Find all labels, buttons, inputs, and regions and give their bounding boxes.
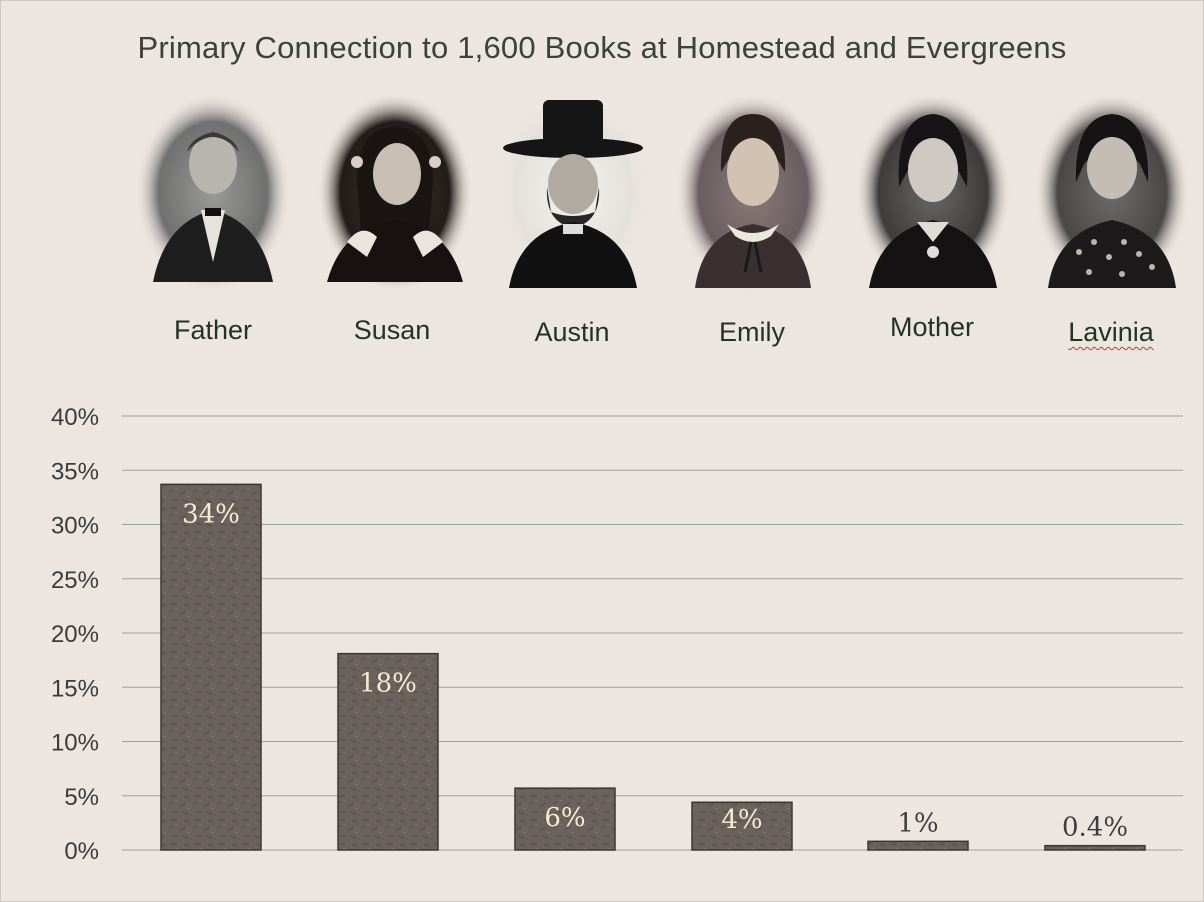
gridlines (122, 415, 1183, 851)
data-labels: 34% 18% 6% 4% 1% 0.4% (182, 499, 1128, 842)
bar-austin (514, 787, 616, 851)
data-label-austin: 6% (544, 803, 585, 833)
y-tick-label: 0% (64, 838, 99, 865)
y-tick-label: 5% (64, 784, 99, 811)
bar-mother (867, 840, 969, 851)
portrait-father-icon (135, 92, 291, 292)
person-name-susan: Susan (353, 315, 431, 345)
y-tick-label: 15% (51, 675, 99, 702)
data-label-lavinia: 0.4% (1062, 813, 1128, 843)
portrait-emily-icon (675, 92, 831, 292)
person-name-lavinia: Lavinia (1026, 317, 1196, 348)
data-label-mother: 1% (897, 808, 938, 838)
data-label-emily: 4% (721, 805, 762, 835)
data-label-susan: 18% (359, 669, 417, 699)
y-tick-label: 25% (51, 567, 99, 594)
person-name-mother: Mother (889, 312, 975, 342)
person-name-austin: Austin (534, 317, 610, 347)
bar-susan (337, 652, 439, 851)
bar-emily (691, 801, 793, 851)
portrait-susan-icon (317, 92, 473, 292)
chart-title: Primary Connection to 1,600 Books at Hom… (137, 30, 1067, 65)
data-label-father: 34% (182, 499, 240, 529)
portrait-austin-icon (495, 92, 651, 292)
bars (160, 483, 1146, 851)
y-axis-ticks: 0% 5% 10% 15% 20% 25% 30% 35% 40% (51, 404, 99, 865)
portrait-lavinia-icon (1034, 92, 1190, 292)
y-tick-label: 10% (51, 730, 99, 757)
y-tick-label: 35% (51, 458, 99, 485)
person-name-father: Father (173, 315, 253, 345)
bar-father (160, 483, 262, 851)
person-name-lavinia-text: Lavinia (1068, 317, 1154, 347)
y-tick-label: 40% (51, 404, 99, 431)
person-name-emily: Emily (719, 317, 785, 347)
y-tick-label: 20% (51, 621, 99, 648)
portrait-mother-icon (855, 92, 1011, 292)
y-tick-label: 30% (51, 513, 99, 540)
bar-lavinia (1044, 844, 1146, 851)
